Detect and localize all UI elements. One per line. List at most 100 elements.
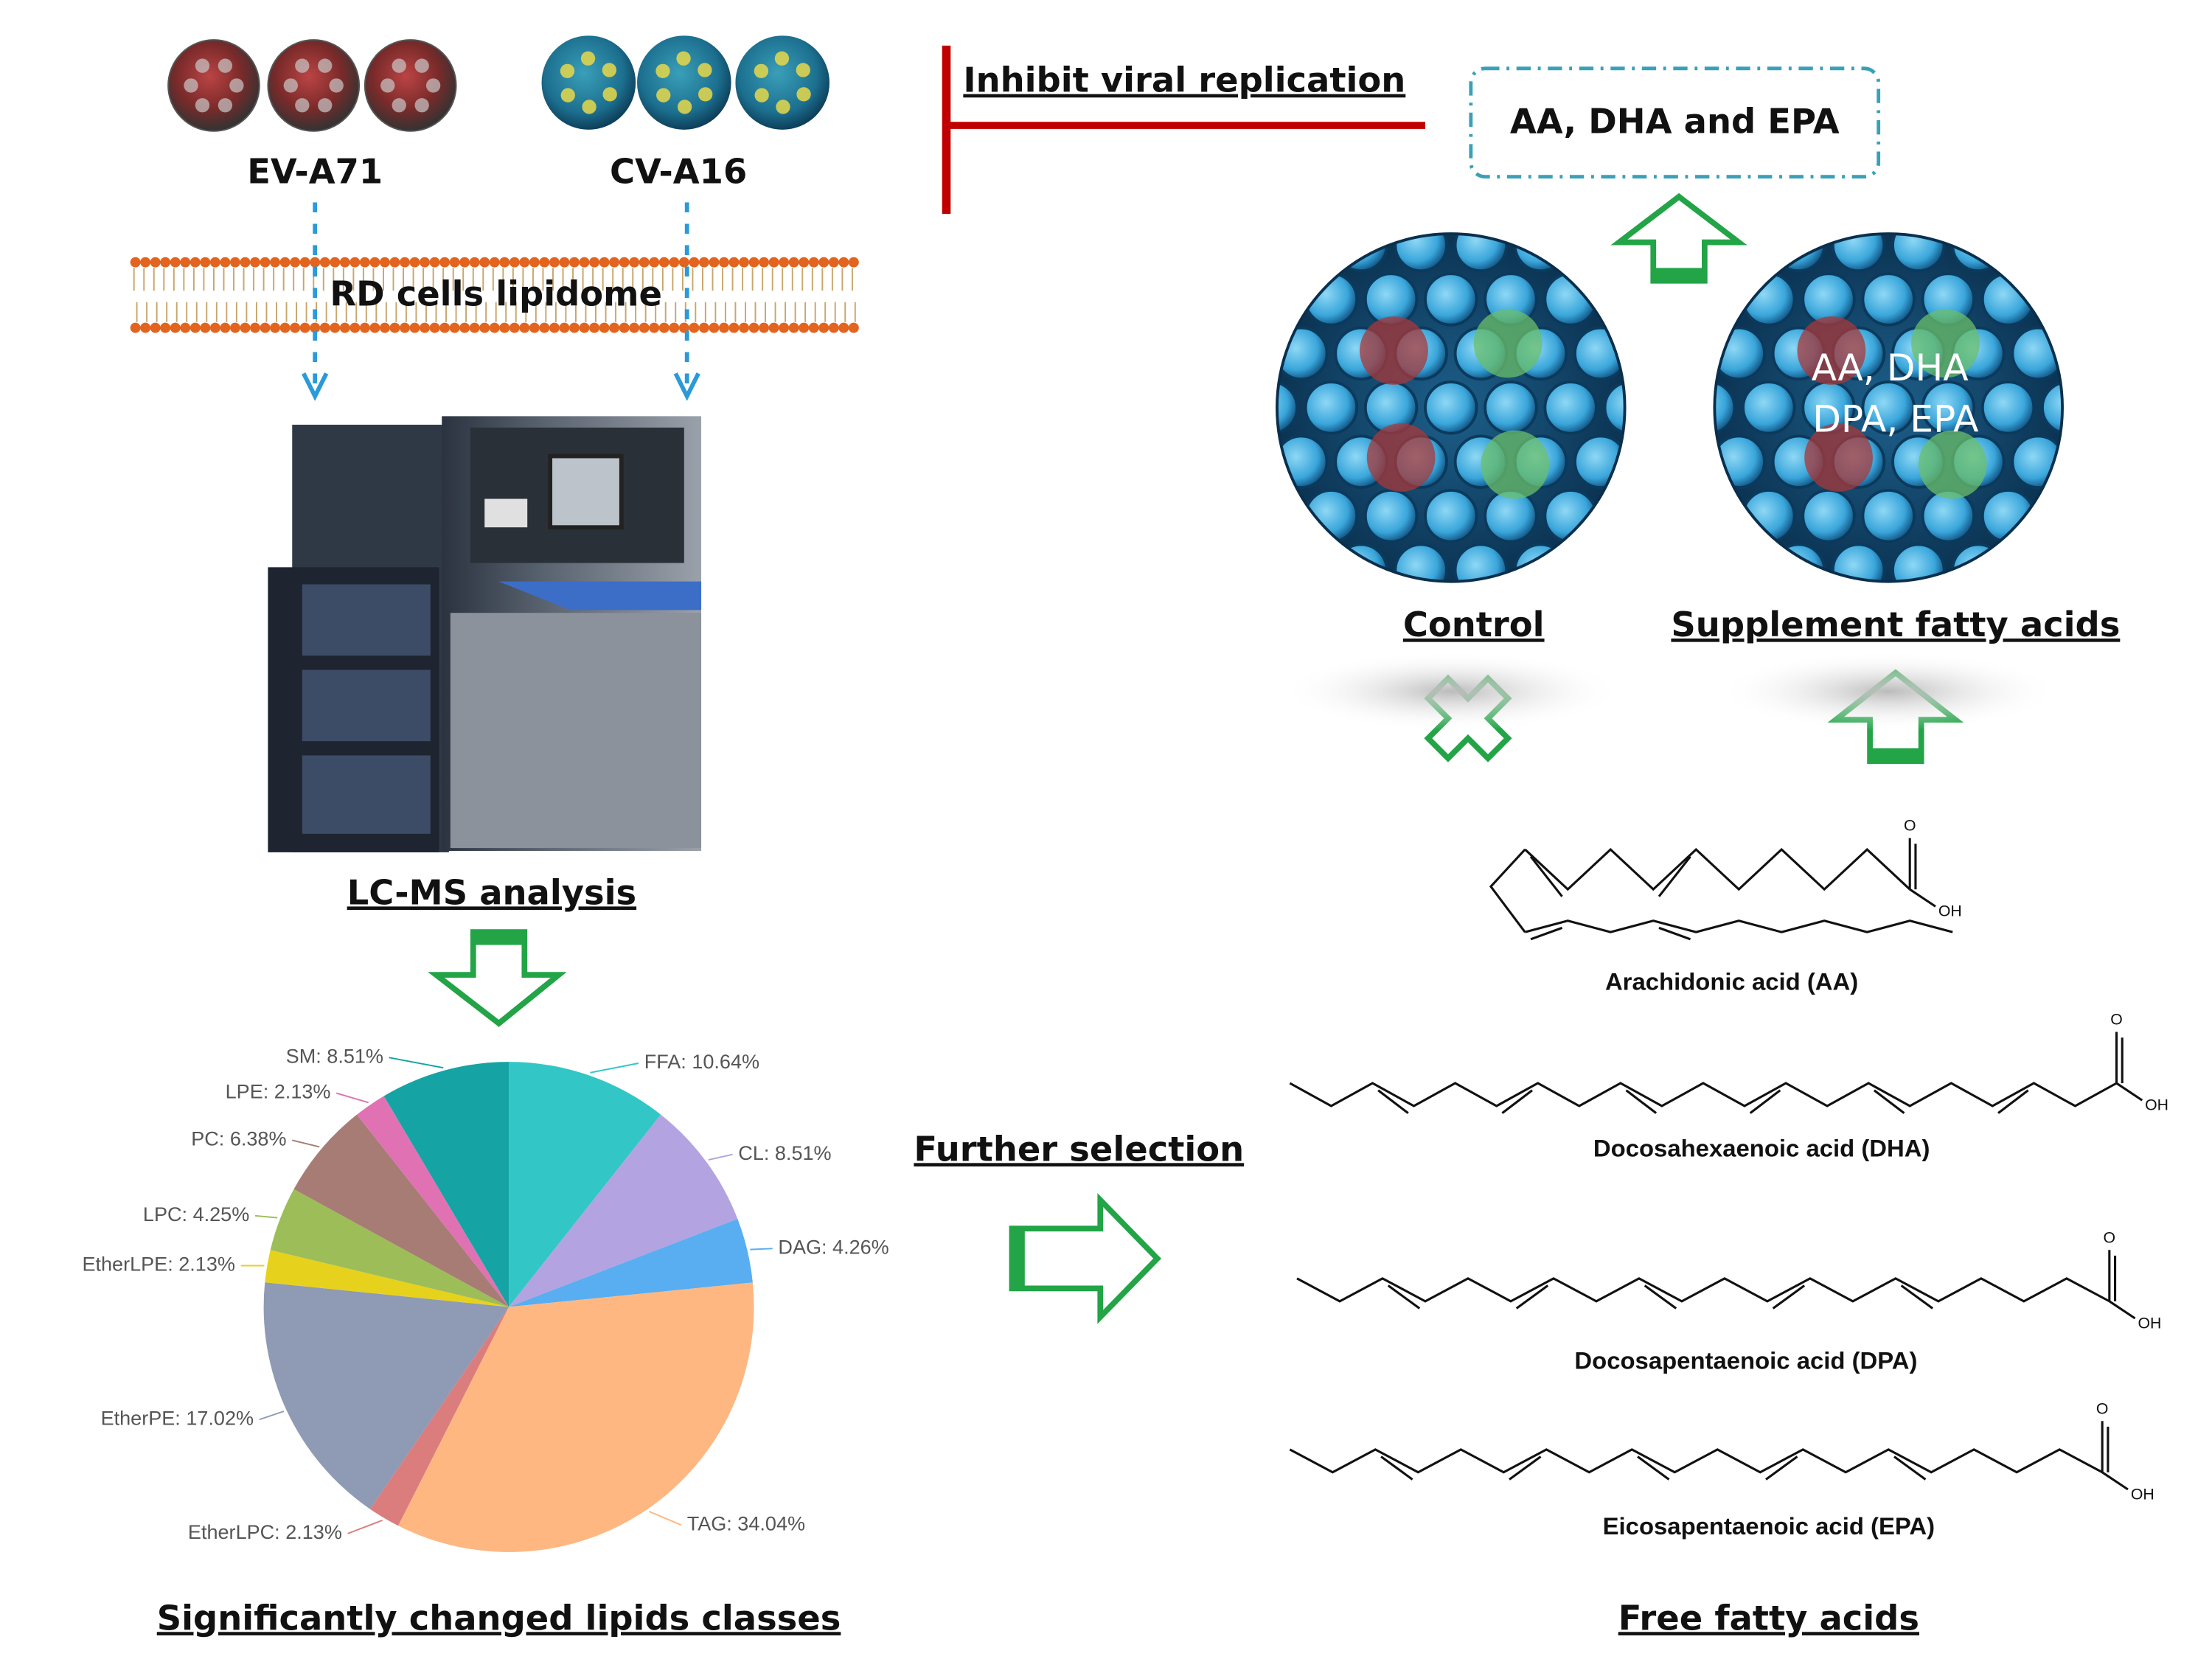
lipid-head [818, 322, 830, 333]
carbon-chain [1296, 1277, 2110, 1303]
cell [1484, 380, 1538, 435]
lipid-head [379, 322, 390, 333]
carbon-chain [1524, 847, 1911, 891]
cell [1394, 234, 1448, 273]
lipid-head [768, 322, 779, 333]
lipid-head [828, 257, 839, 268]
lipid-head [818, 257, 830, 268]
cell [2041, 380, 2063, 435]
acid-name: Docosahexaenoic acid (DHA) [1593, 1135, 1930, 1162]
pie-slice [265, 1250, 509, 1307]
lipid-head [209, 257, 220, 268]
instrument-stripe [498, 581, 702, 611]
lipid-head [150, 322, 161, 333]
lipid-head [409, 257, 420, 268]
lipid-head [619, 322, 630, 333]
virus-spot [602, 63, 617, 77]
membrane-label: RD cells lipidome [330, 274, 662, 314]
arrow-head [673, 372, 700, 401]
virus-spot [195, 98, 210, 113]
lipid-head [170, 257, 181, 268]
leader-line [254, 1214, 278, 1219]
leader-line [708, 1153, 733, 1161]
lipid-head [799, 322, 810, 333]
double-bond [1637, 1455, 1670, 1481]
arrow-bar [1870, 748, 1921, 762]
double-bond [1509, 1455, 1542, 1481]
double-bond [1658, 855, 1691, 897]
lipid-head [569, 322, 580, 333]
result-label: AA, DHA and EPA [1510, 102, 1840, 142]
lipid-head [509, 322, 520, 333]
cell [1891, 234, 1946, 273]
virus-spot [218, 58, 233, 73]
lipid-head [549, 322, 560, 333]
double-bond [1501, 1089, 1533, 1114]
lipid-head [209, 322, 220, 333]
pie-slice [293, 1114, 509, 1307]
carbon-chain [1524, 919, 1953, 933]
atom-label: O [2104, 1228, 2116, 1246]
lipid-head [270, 257, 281, 268]
lipid-head [339, 257, 350, 268]
lipid-head [469, 257, 480, 268]
lipid-head [808, 257, 819, 268]
cell [1801, 489, 1856, 543]
lipid-head [759, 257, 770, 268]
lipid-head [479, 257, 490, 268]
double-bond [1900, 1284, 1934, 1310]
lipid-head [229, 322, 240, 333]
lipid-head [788, 257, 799, 268]
virus-spot [380, 78, 395, 93]
lipid-head [140, 257, 151, 268]
pie-label: LPC: 4.25% [143, 1203, 249, 1225]
lipid-head [799, 257, 810, 268]
virus-spot [184, 78, 198, 93]
lipid-head [160, 322, 171, 333]
virus-cluster [1918, 430, 1987, 499]
instrument-module [302, 755, 431, 834]
lipid-head [389, 322, 400, 333]
lipid-head [189, 257, 201, 268]
control-label: Control [1403, 605, 1545, 644]
pie-label: EtherLPC: 2.13% [188, 1521, 342, 1543]
lipid-head [848, 322, 859, 333]
cell [1394, 543, 1448, 582]
virus-spot [774, 51, 790, 66]
cell [1831, 234, 1886, 273]
virus-spot [560, 88, 575, 102]
lipid-head [290, 322, 301, 333]
cell [1276, 380, 1298, 435]
virus-spot [295, 58, 310, 73]
lipid-head [768, 257, 779, 268]
lipid-head [130, 322, 141, 333]
cell [1861, 272, 1916, 327]
lipid-head [619, 257, 630, 268]
lipid-head [499, 322, 510, 333]
lipid-head [838, 322, 849, 333]
lipid-head [299, 322, 310, 333]
lipid-head [779, 257, 790, 268]
shadow [1717, 651, 2060, 731]
lipid-head [389, 257, 400, 268]
dashed-arrows [302, 202, 700, 401]
cell [1714, 380, 1736, 435]
lipid-head [310, 257, 321, 268]
pie-slice [509, 1062, 661, 1307]
lipid-head [709, 257, 720, 268]
lipid-head [579, 322, 590, 333]
lipid-head [559, 257, 570, 268]
lipid-head [609, 322, 620, 333]
virus-cluster [1804, 423, 1873, 492]
lipid-head [569, 257, 580, 268]
supplement-line: DPA, EPA [1812, 397, 1978, 441]
virus-spot [318, 58, 333, 73]
lipid-head [848, 257, 859, 268]
double-bond [1658, 926, 1691, 941]
instrument-part [484, 498, 528, 528]
cell [1603, 380, 1625, 435]
pie-slice [369, 1307, 509, 1526]
bond [2115, 1082, 2143, 1102]
double-bond [1873, 1089, 1905, 1114]
